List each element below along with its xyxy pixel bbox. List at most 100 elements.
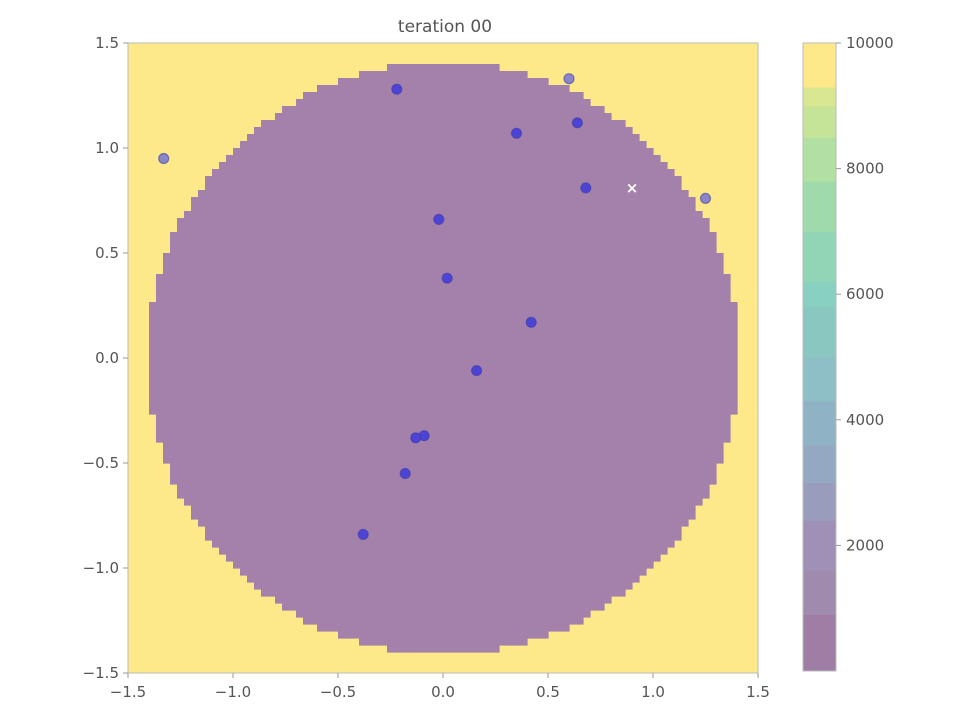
colorbar-band	[803, 357, 836, 402]
colorbar-tick-label: 8000	[846, 160, 884, 178]
field-cell-row	[170, 232, 717, 240]
field-cell-row	[212, 540, 675, 548]
field-cell-row	[149, 316, 738, 324]
field-cell-row	[149, 344, 738, 352]
field-cell-row	[282, 106, 605, 114]
field-cell-row	[240, 141, 647, 149]
field-cell-row	[387, 645, 500, 653]
field-cell-row	[177, 484, 710, 492]
field-cell-row	[261, 120, 626, 128]
field-cell-row	[163, 456, 724, 464]
colorbar-band	[803, 570, 836, 615]
field-cell-row	[219, 547, 668, 555]
field-cell-row	[317, 624, 570, 632]
y-tick-label: 0.0	[95, 349, 119, 367]
sample-point	[699, 192, 712, 204]
field-cell-row	[247, 575, 640, 583]
sample-point	[580, 182, 592, 194]
field-cell-row	[156, 288, 731, 296]
sample-point	[433, 213, 445, 225]
field-cell-row	[338, 78, 549, 86]
y-axis: 1.5 1.0 0.5 0.0 −0.5 −1.0 −1.5	[83, 34, 128, 682]
field-cell-row	[149, 393, 738, 401]
sample-point	[571, 117, 584, 129]
field-cell-row	[170, 470, 717, 478]
field-cell-row	[275, 113, 612, 121]
field-cell-row	[387, 64, 500, 72]
colorbar-band	[803, 105, 836, 138]
colorbar-tick-label: 2000	[846, 536, 884, 554]
field-cell-row	[191, 512, 696, 520]
field-cell-row	[205, 176, 682, 184]
y-tick-label: −0.5	[83, 454, 119, 472]
field-cell-row	[296, 99, 591, 107]
field-cell-row	[296, 610, 591, 618]
field-cell-row	[205, 526, 682, 534]
chart-title: teration 00	[398, 17, 492, 37]
field-cell-row	[317, 85, 570, 93]
field-cell-row	[205, 183, 682, 191]
field-cell-row	[149, 365, 738, 373]
field-cell-row	[240, 568, 647, 576]
field-cell-row	[359, 71, 528, 79]
colorbar-tick-label: 10000	[846, 34, 894, 52]
field-cell-row	[149, 372, 738, 380]
colorbar-frame	[802, 42, 837, 672]
colorbar-band	[803, 614, 836, 672]
colorbar-tick-label: 6000	[846, 285, 884, 303]
sample-point	[357, 528, 369, 541]
field-cell-row	[149, 330, 738, 338]
field-cell-row	[156, 295, 731, 303]
colorbar-band	[803, 43, 836, 88]
field-cell-row	[191, 197, 696, 205]
colorbar: 10000 8000 6000 4000 2000	[802, 34, 894, 672]
field-cell-row	[226, 155, 661, 163]
field-cell-row	[149, 323, 738, 331]
field-cell-row	[170, 477, 717, 485]
field-cell-row	[184, 498, 703, 506]
field-cell-row	[254, 127, 633, 135]
field-cell-row	[149, 351, 738, 359]
colorbar-band	[803, 306, 836, 358]
field-cell-row	[198, 190, 689, 198]
plot-area: ×	[127, 42, 759, 674]
sample-point	[399, 467, 411, 480]
sample-point	[563, 73, 575, 85]
x-tick-label: 0.5	[536, 683, 560, 701]
field-cell-row	[149, 386, 738, 394]
field-cell-row	[359, 638, 528, 646]
x-tick-label: −1.5	[110, 683, 146, 701]
field-cell-row	[149, 407, 738, 415]
colorbar-band	[803, 400, 836, 446]
field-inside	[149, 64, 738, 653]
field-cell-row	[156, 414, 731, 422]
colorbar-band	[803, 520, 836, 572]
field-cell-row	[149, 309, 738, 317]
colorbar-band	[803, 181, 836, 232]
x-tick-label: −0.5	[320, 683, 356, 701]
field-cell-row	[184, 211, 703, 219]
field-cell-row	[163, 267, 724, 275]
field-cell-row	[170, 239, 717, 247]
field-cell-row	[205, 533, 682, 541]
colorbar-band	[803, 137, 836, 182]
y-tick-label: 0.5	[95, 244, 119, 262]
colorbar-band	[803, 281, 836, 308]
field-cell-row	[177, 225, 710, 233]
field-cell-row	[149, 379, 738, 387]
y-tick-label: −1.5	[83, 664, 119, 682]
field-cell-row	[149, 337, 738, 345]
x-axis: −1.5 −1.0 −0.5 0.0 0.5 1.0 1.5	[110, 673, 770, 701]
colorbar-band	[803, 482, 836, 521]
field-cell-row	[163, 442, 724, 450]
field-cell-row	[254, 582, 633, 590]
field-cell-row	[261, 589, 626, 597]
y-tick-label: 1.5	[95, 34, 119, 52]
x-tick-label: 1.5	[746, 683, 770, 701]
field-cell-row	[303, 617, 584, 625]
field-cell-row	[191, 204, 696, 212]
field-cell-row	[303, 92, 584, 100]
y-tick-label: 1.0	[95, 139, 119, 157]
field-cell-row	[233, 561, 654, 569]
y-tick-label: −1.0	[83, 559, 119, 577]
